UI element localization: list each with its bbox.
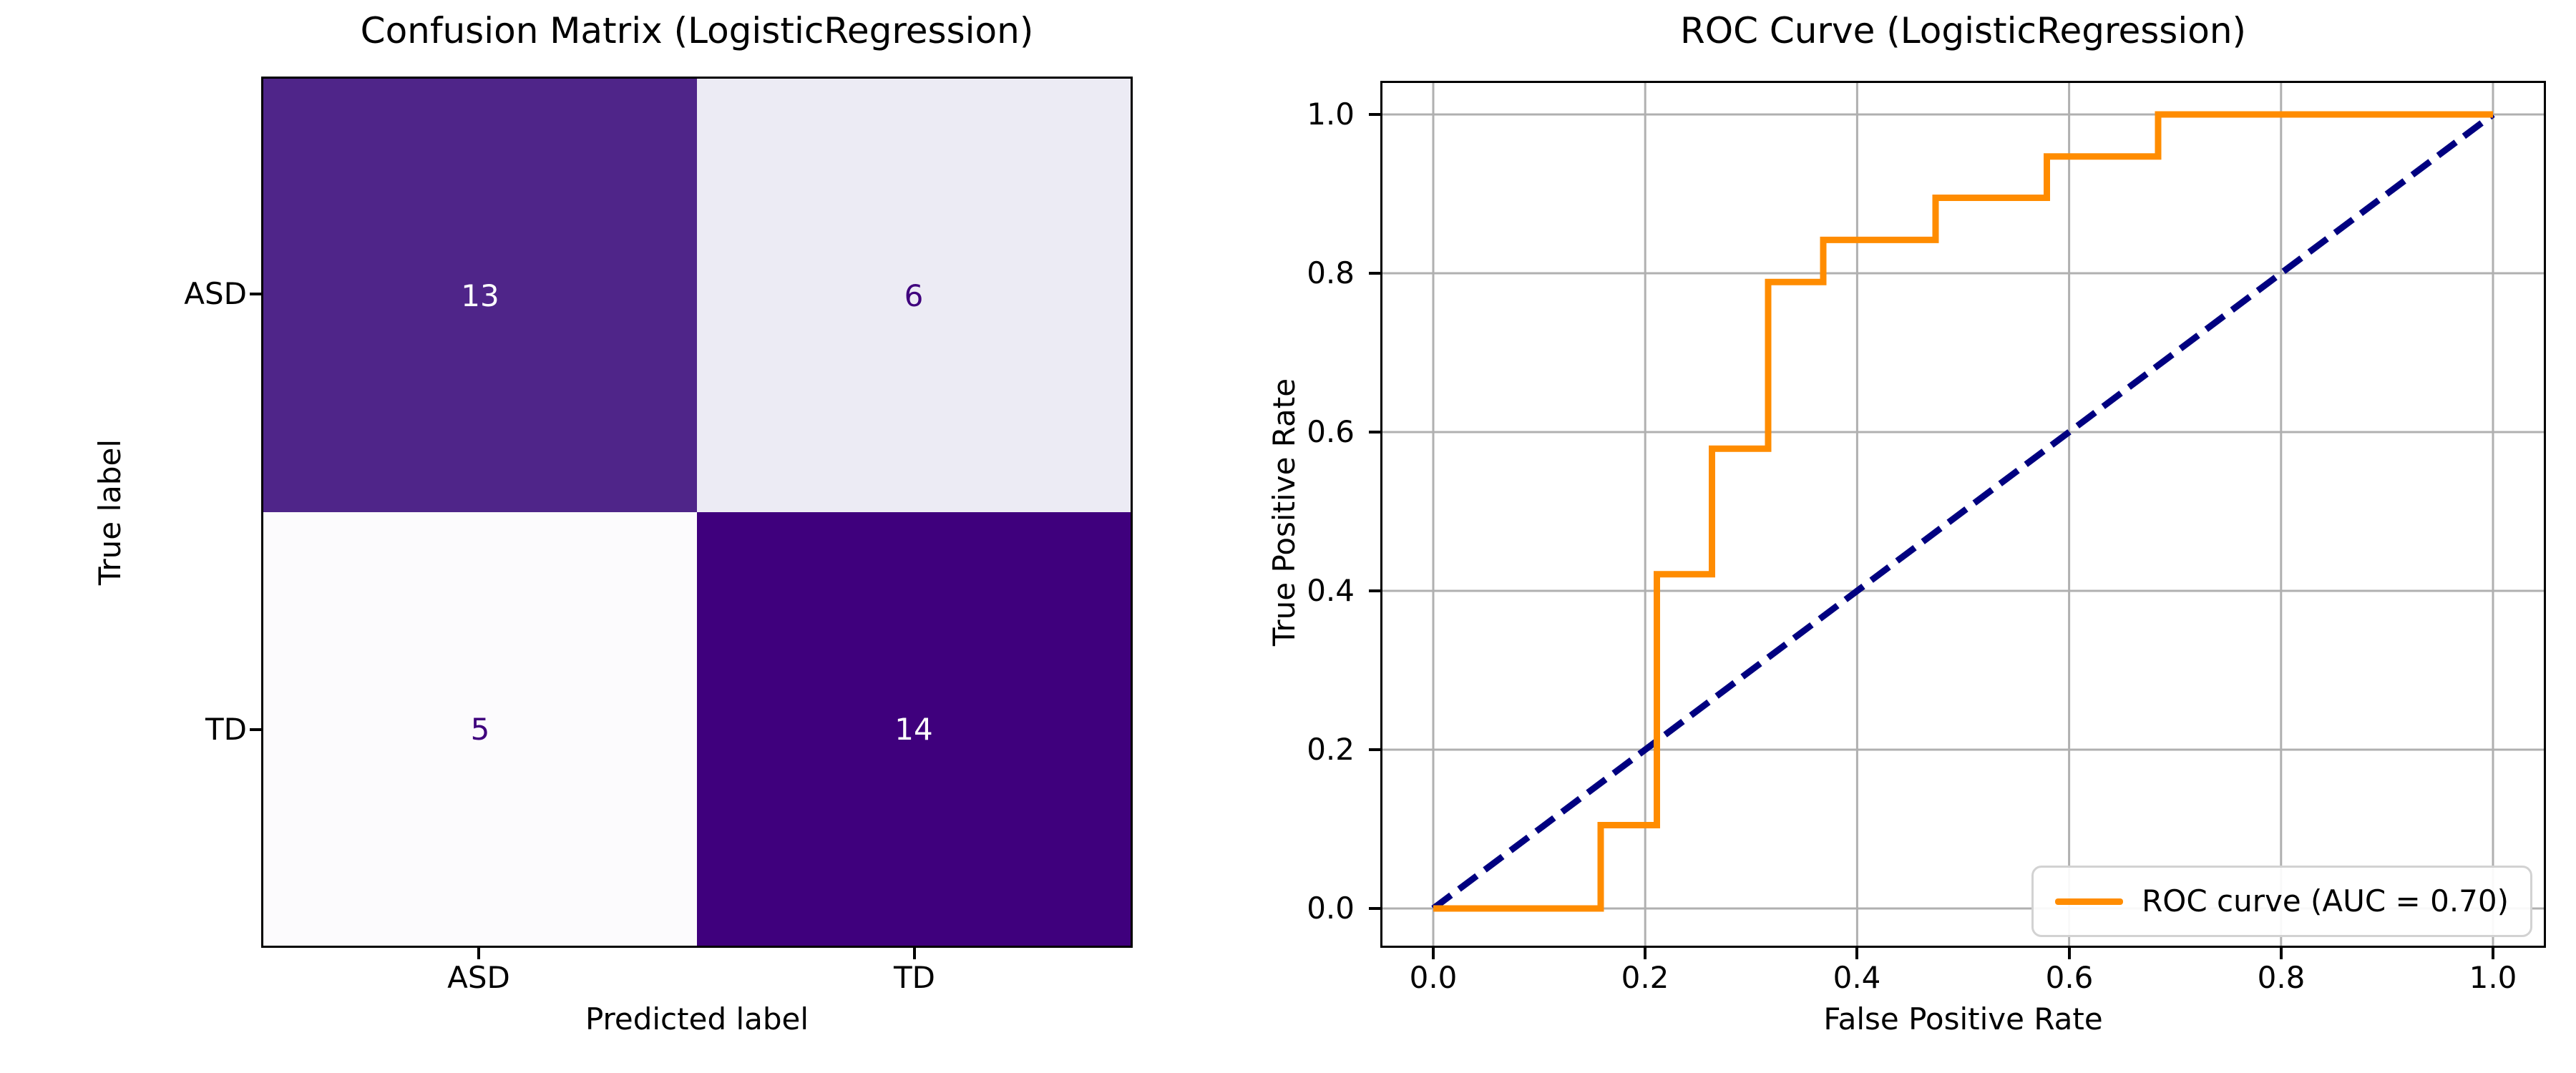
confusion-matrix-axes: 13 6 5 14 bbox=[261, 77, 1133, 948]
roc-xtick-mark-0.4 bbox=[1855, 948, 1858, 959]
roc-legend-label: ROC curve (AUC = 0.70) bbox=[2142, 883, 2509, 918]
roc-xlabel: False Positive Rate bbox=[1823, 1001, 2103, 1037]
roc-ytick-label-0.2: 0.2 bbox=[1307, 732, 1355, 767]
roc-xtick-mark-1.0 bbox=[2492, 948, 2494, 959]
roc-ytick-label-1.0: 1.0 bbox=[1307, 97, 1355, 132]
roc-xtick-mark-0.6 bbox=[2068, 948, 2071, 959]
cm-ytick-label-td: TD bbox=[205, 712, 247, 747]
roc-xtick-label-0.8: 0.8 bbox=[2257, 960, 2306, 995]
cm-ytick-label-asd: ASD bbox=[184, 276, 247, 311]
roc-ytick-label-0.0: 0.0 bbox=[1307, 891, 1355, 926]
roc-xtick-label-1.0: 1.0 bbox=[2469, 960, 2517, 995]
roc-xtick-mark-0.8 bbox=[2280, 948, 2283, 959]
cm-cell-true-td-pred-asd: 5 bbox=[263, 512, 697, 946]
roc-legend-line-sample bbox=[2055, 898, 2124, 905]
cm-xtick-mark-asd bbox=[477, 948, 480, 959]
roc-title: ROC Curve (LogisticRegression) bbox=[1679, 10, 2247, 52]
cm-cell-true-td-pred-td: 14 bbox=[697, 512, 1131, 946]
roc-ytick-mark-0.4 bbox=[1369, 589, 1380, 592]
roc-xtick-mark-0.0 bbox=[1432, 948, 1435, 959]
roc-ytick-mark-0.0 bbox=[1369, 907, 1380, 910]
roc-legend: ROC curve (AUC = 0.70) bbox=[2031, 866, 2532, 937]
cm-cell-true-asd-pred-asd: 13 bbox=[263, 79, 697, 512]
cm-xtick-mark-td bbox=[913, 948, 916, 959]
confusion-matrix-title: Confusion Matrix (LogisticRegression) bbox=[360, 10, 1034, 52]
roc-xtick-label-0.2: 0.2 bbox=[1621, 960, 1669, 995]
roc-xtick-label-0.6: 0.6 bbox=[2045, 960, 2094, 995]
roc-ytick-mark-1.0 bbox=[1369, 113, 1380, 116]
confusion-matrix-xlabel: Predicted label bbox=[585, 1001, 809, 1037]
roc-ytick-label-0.8: 0.8 bbox=[1307, 255, 1355, 290]
roc-xtick-mark-0.2 bbox=[1644, 948, 1646, 959]
roc-ytick-label-0.6: 0.6 bbox=[1307, 414, 1355, 449]
roc-ytick-mark-0.2 bbox=[1369, 748, 1380, 751]
cm-ytick-mark-td bbox=[250, 728, 261, 731]
cm-xtick-label-td: TD bbox=[894, 960, 935, 995]
roc-ylabel: True Positive Rate bbox=[1267, 378, 1302, 647]
cm-cell-true-asd-pred-td: 6 bbox=[697, 79, 1131, 512]
roc-svg bbox=[1382, 83, 2544, 946]
roc-ytick-label-0.4: 0.4 bbox=[1307, 573, 1355, 608]
cm-xtick-label-asd: ASD bbox=[447, 960, 510, 995]
cm-ytick-mark-asd bbox=[250, 293, 261, 295]
roc-ytick-mark-0.6 bbox=[1369, 431, 1380, 433]
roc-ytick-mark-0.8 bbox=[1369, 272, 1380, 275]
roc-xtick-label-0.0: 0.0 bbox=[1409, 960, 1458, 995]
roc-xtick-label-0.4: 0.4 bbox=[1833, 960, 1881, 995]
roc-axes: ROC curve (AUC = 0.70) bbox=[1380, 81, 2546, 948]
